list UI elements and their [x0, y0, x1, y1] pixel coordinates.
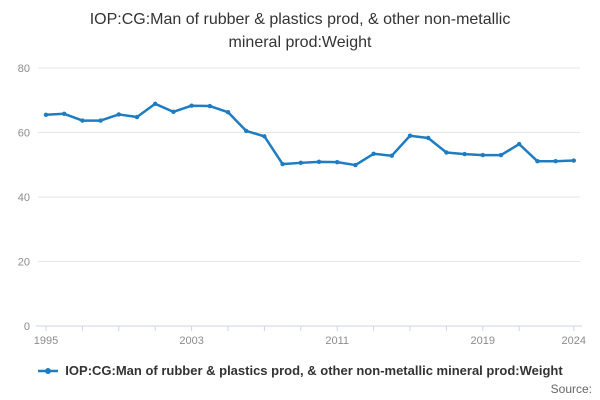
data-point — [498, 152, 504, 158]
x-axis-tick-label: 2003 — [179, 335, 203, 347]
data-point — [462, 151, 467, 157]
y-axis-tick-label: 40 — [18, 192, 30, 204]
y-axis-tick-label: 20 — [18, 257, 30, 269]
source-label: Source: — [550, 382, 592, 396]
legend-item[interactable]: IOP:CG:Man of rubber & plastics prod, & … — [0, 363, 600, 378]
data-point — [134, 114, 140, 120]
y-axis-tick-label: 80 — [18, 63, 30, 75]
data-point — [262, 134, 267, 139]
series-line — [44, 102, 576, 167]
data-point — [153, 101, 158, 106]
x-axis-tick-label: 2024 — [562, 335, 586, 347]
y-axis-tick-label: 60 — [18, 128, 30, 140]
line-chart-plot: 0 20 40 60 80 1995 2003 2011 2019 2024 — [18, 63, 586, 347]
data-point — [407, 133, 413, 138]
data-point — [353, 162, 358, 168]
data-point — [61, 111, 67, 116]
x-axis-tick-label: 2011 — [325, 335, 349, 347]
data-point — [207, 103, 212, 109]
data-point — [116, 112, 122, 117]
data-point — [225, 109, 231, 115]
data-point — [80, 118, 85, 123]
data-point — [571, 158, 576, 163]
data-point — [535, 159, 540, 164]
data-point — [298, 160, 303, 166]
data-point — [335, 159, 340, 165]
legend-line-marker-icon — [38, 367, 59, 374]
data-point — [444, 150, 449, 155]
x-axis-tick-label: 1995 — [34, 335, 58, 347]
chart-title: IOP:CG:Man of rubber & plastics prod, & … — [89, 11, 511, 52]
data-point — [426, 135, 431, 141]
data-point — [316, 159, 322, 165]
data-point — [189, 103, 194, 108]
data-point — [480, 152, 485, 158]
y-axis-tick-label: 0 — [24, 321, 30, 333]
data-point — [244, 128, 249, 134]
data-point — [389, 153, 394, 158]
data-point — [280, 161, 285, 167]
data-point — [98, 118, 103, 123]
data-point — [171, 109, 176, 115]
legend-series-label: IOP:CG:Man of rubber & plastics prod, & … — [65, 363, 563, 378]
data-point — [553, 159, 558, 164]
data-point — [371, 151, 376, 156]
data-point — [517, 141, 522, 147]
x-axis-tick-label: 2019 — [471, 335, 495, 347]
data-point — [43, 112, 49, 117]
